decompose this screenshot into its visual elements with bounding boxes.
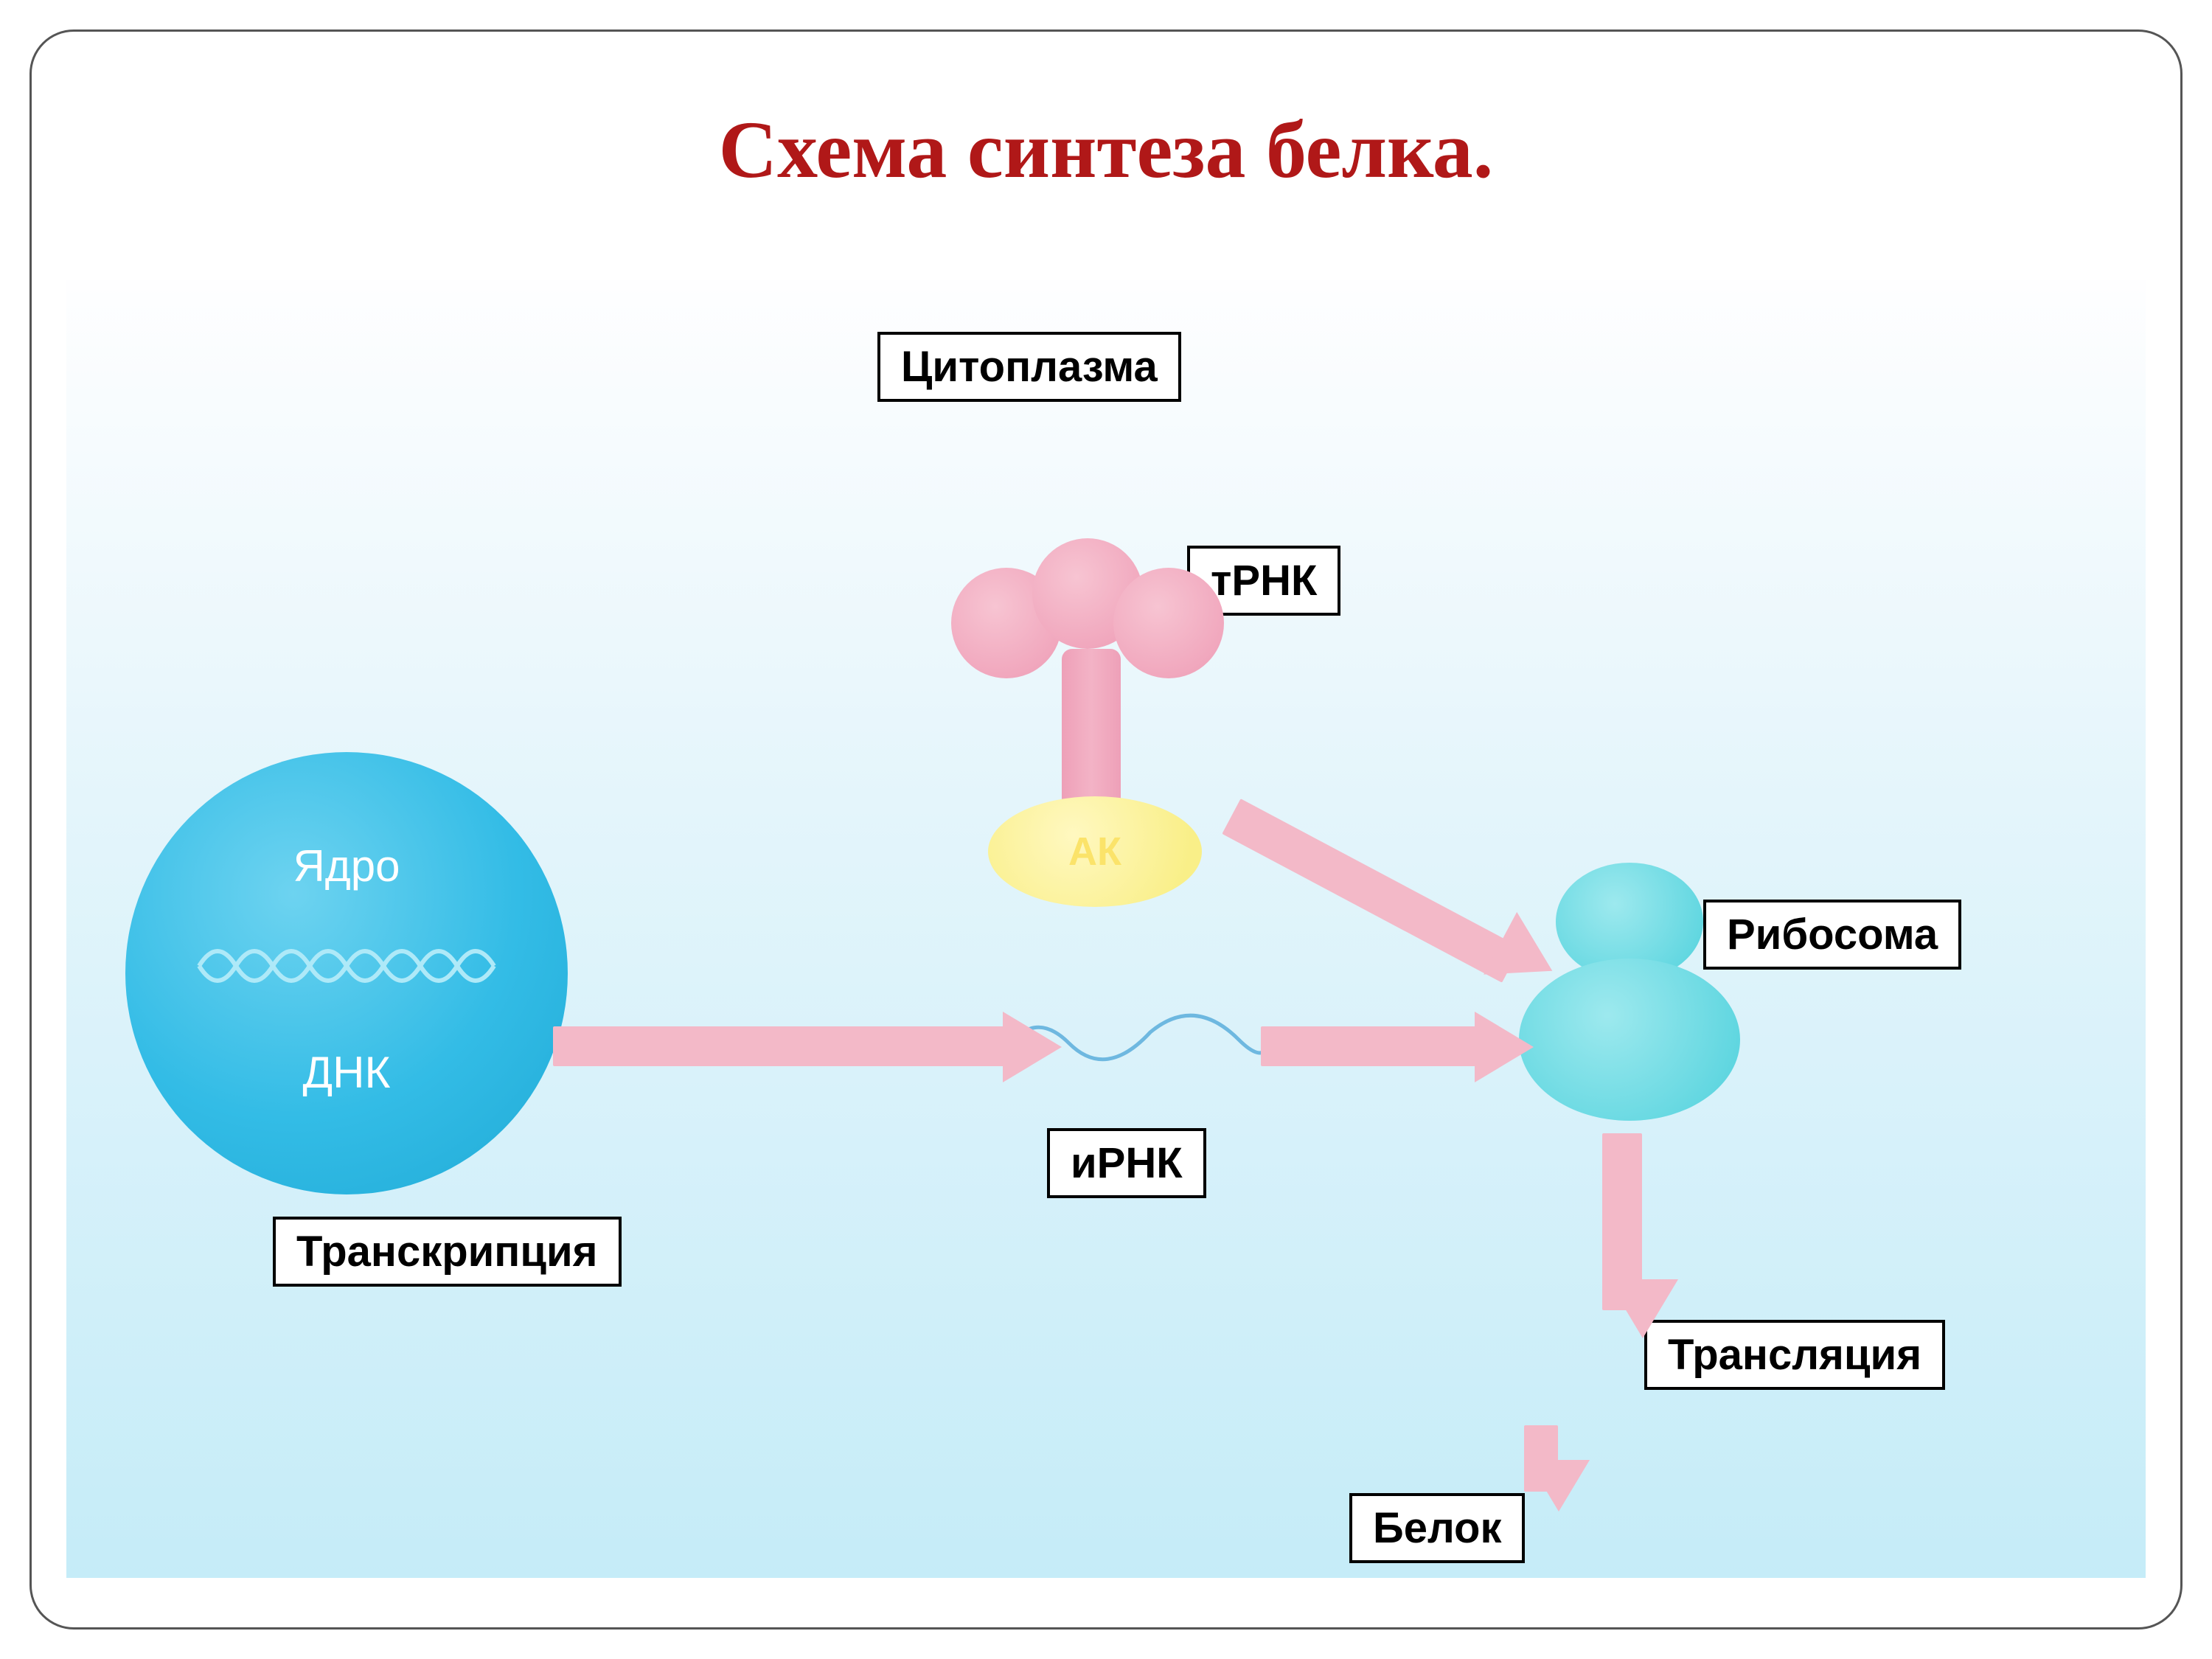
page-title: Схема синтеза белка. [0, 103, 2212, 197]
label-cytoplasm: Цитоплазма [877, 332, 1181, 402]
arrow-mrna-to-ribosome [1261, 1026, 1482, 1066]
nucleus-label-bottom: ДНК [125, 1047, 568, 1098]
arrowhead-translation-to-protein [1528, 1460, 1590, 1512]
arrowhead-nucleus-to-mrna [1003, 1012, 1062, 1082]
ak-oval: АК [988, 796, 1202, 907]
label-transcription: Транскрипция [273, 1217, 622, 1287]
ak-text: АК [1068, 829, 1121, 874]
dna-helix-icon [170, 936, 524, 995]
arrow-trna-to-ribosome [1222, 799, 1520, 983]
label-translation: Трансляция [1644, 1320, 1945, 1390]
nucleus-circle: Ядро ДНК [125, 752, 568, 1194]
arrowhead-ribosome-down [1607, 1279, 1678, 1338]
label-mrna: иРНК [1047, 1128, 1206, 1198]
slide: Схема синтеза белка. Ядро ДНК Цитоплазма… [0, 0, 2212, 1659]
nucleus-label-top: Ядро [125, 841, 568, 891]
arrow-nucleus-to-mrna [553, 1026, 1010, 1066]
label-protein: Белок [1349, 1493, 1525, 1563]
label-ribosome: Рибосома [1703, 900, 1961, 970]
diagram-area: Ядро ДНК Цитоплазма тРНК Рибосома иРНК Т… [66, 280, 2146, 1578]
arrowhead-mrna-to-ribosome [1475, 1012, 1534, 1082]
